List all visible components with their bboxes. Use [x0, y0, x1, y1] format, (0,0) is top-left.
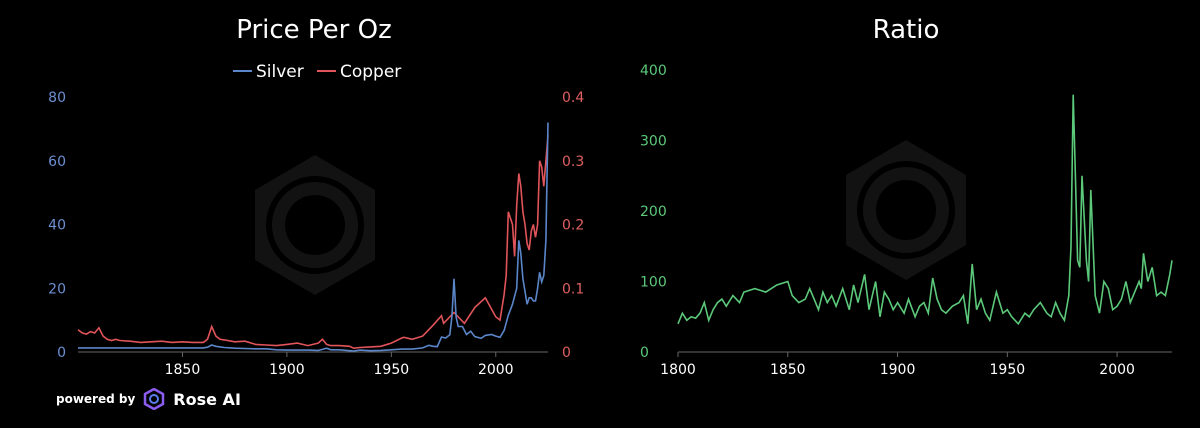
left-chart-title: Price Per Oz: [236, 15, 392, 45]
series-line-copper: [77, 135, 549, 350]
right-y-tick-label: 0.3: [562, 154, 584, 170]
right-y-tick-label: 0.1: [562, 281, 584, 297]
ratio-x-ticks: 1800 1850 1900 1950 2000: [660, 352, 1135, 378]
left-x-tick-label: 2000: [478, 362, 514, 378]
left-x-tick-label: 1950: [374, 362, 410, 378]
ratio-chart: Ratio 1800 1850 1900 1950 2000 0 100 200 300 400: [640, 15, 1173, 378]
ratio-y-tick-label: 400: [640, 63, 667, 79]
watermark-logo: [255, 155, 375, 295]
ratio-y-ticks: 0 100 200 300 400: [640, 63, 667, 361]
left-y-tick-label: 40: [48, 218, 66, 234]
ratio-x-tick-label: 1950: [990, 362, 1026, 378]
left-x-tick-label: 1850: [165, 362, 201, 378]
watermark-logo: [846, 140, 966, 280]
right-y-ticks: 0 0.1 0.2 0.3 0.4: [562, 90, 584, 361]
left-x-tick-label: 1900: [269, 362, 305, 378]
left-y-tick-label: 80: [48, 90, 66, 106]
ratio-x-tick-label: 1900: [880, 362, 916, 378]
legend-label-silver: Silver: [256, 62, 304, 82]
ratio-y-tick-label: 300: [640, 134, 667, 150]
series-line-silver: [78, 122, 549, 352]
right-chart-title: Ratio: [873, 15, 940, 45]
ratio-x-tick-label: 2000: [1099, 362, 1135, 378]
legend-label-copper: Copper: [340, 62, 401, 82]
ratio-y-tick-label: 0: [640, 345, 649, 361]
brand-footer: powered by Rose AI: [56, 388, 241, 410]
left-x-ticks: 1850 1900 1950 2000: [165, 352, 514, 378]
series-line-ratio: [677, 94, 1173, 326]
legend: Silver Copper: [233, 62, 401, 82]
price-per-oz-chart: Price Per Oz Silver Copper 1850 1900 1950 2…: [48, 15, 584, 378]
ratio-x-tick-label: 1800: [660, 362, 696, 378]
right-y-tick-label: 0.4: [562, 90, 584, 106]
rose-ai-logo-icon: [144, 388, 165, 410]
ratio-y-tick-label: 200: [640, 204, 667, 220]
brand-prefix: powered by: [56, 392, 136, 406]
left-y-tick-label: 0: [57, 345, 66, 361]
left-y-ticks: 0 20 40 60 80: [48, 90, 66, 361]
ratio-x-tick-label: 1850: [770, 362, 806, 378]
right-y-tick-label: 0.2: [562, 218, 584, 234]
left-y-tick-label: 20: [48, 281, 66, 297]
ratio-y-tick-label: 100: [640, 275, 667, 291]
brand-name: Rose AI: [173, 389, 241, 409]
right-y-tick-label: 0: [562, 345, 571, 361]
left-y-tick-label: 60: [48, 154, 66, 170]
